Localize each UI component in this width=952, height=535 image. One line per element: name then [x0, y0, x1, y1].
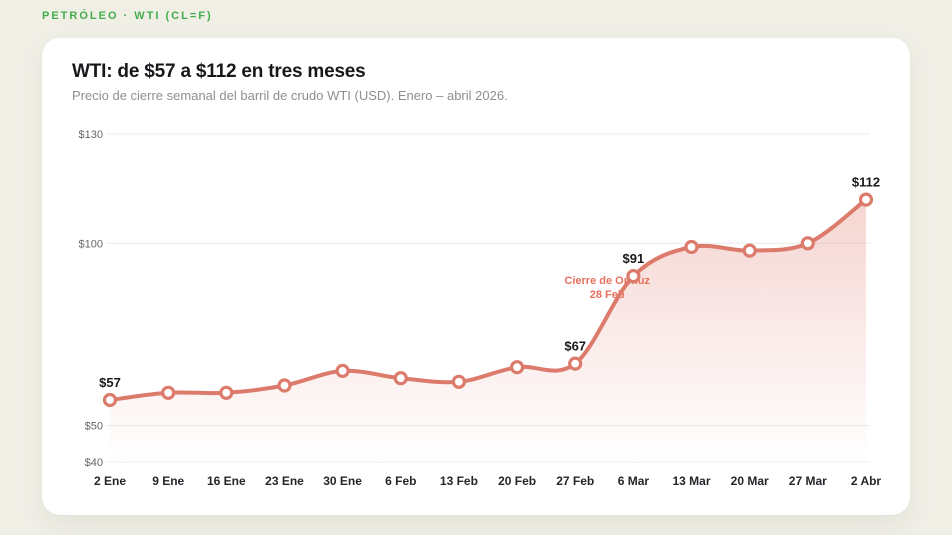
data-point	[393, 371, 408, 386]
x-axis-tick: 23 Ene	[265, 474, 304, 488]
data-point	[858, 192, 874, 207]
data-point	[161, 385, 176, 400]
x-axis-tick: 13 Mar	[672, 474, 710, 488]
data-point	[451, 374, 466, 389]
data-point	[800, 236, 815, 251]
x-axis-tick: 16 Ene	[207, 474, 246, 488]
x-axis-tick: 27 Mar	[789, 474, 827, 488]
data-point	[219, 385, 234, 400]
chart-subtitle: Precio de cierre semanal del barril de c…	[72, 88, 508, 103]
data-point	[510, 360, 525, 375]
y-axis-tick: $50	[85, 421, 103, 433]
data-point	[684, 239, 699, 255]
point-value-label: $67	[564, 339, 586, 354]
area-fill	[110, 199, 866, 462]
data-point	[568, 356, 583, 371]
y-axis-tick: $130	[79, 129, 103, 141]
x-axis-tick: 20 Mar	[731, 474, 769, 488]
chart-title: WTI: de $57 a $112 en tres meses	[72, 61, 366, 82]
y-axis-tick: $100	[79, 238, 103, 250]
section-eyebrow: PETRÓLEO · WTI (CL=F)	[42, 10, 213, 22]
data-point	[102, 392, 118, 408]
x-axis-tick: 20 Feb	[498, 474, 536, 488]
x-axis-tick: 30 Ene	[323, 474, 362, 488]
x-axis-tick: 27 Feb	[556, 474, 594, 488]
x-axis-tick: 13 Feb	[440, 474, 478, 488]
y-axis-tick: $40	[85, 457, 103, 469]
data-point	[335, 363, 350, 378]
data-point	[277, 378, 292, 393]
point-value-label: $112	[852, 175, 880, 190]
chart-card: WTI: de $57 a $112 en tres meses Precio …	[42, 38, 910, 515]
x-axis-tick: 9 Ene	[152, 474, 184, 488]
x-axis-tick: 2 Ene	[94, 474, 126, 488]
data-point	[742, 243, 757, 258]
x-axis-tick: 2 Abr	[851, 474, 882, 488]
x-axis-tick: 6 Feb	[385, 474, 416, 488]
point-value-label: $57	[99, 375, 121, 390]
point-value-label: $91	[623, 251, 645, 266]
data-point	[626, 269, 641, 284]
x-axis-tick: 6 Mar	[618, 474, 650, 488]
